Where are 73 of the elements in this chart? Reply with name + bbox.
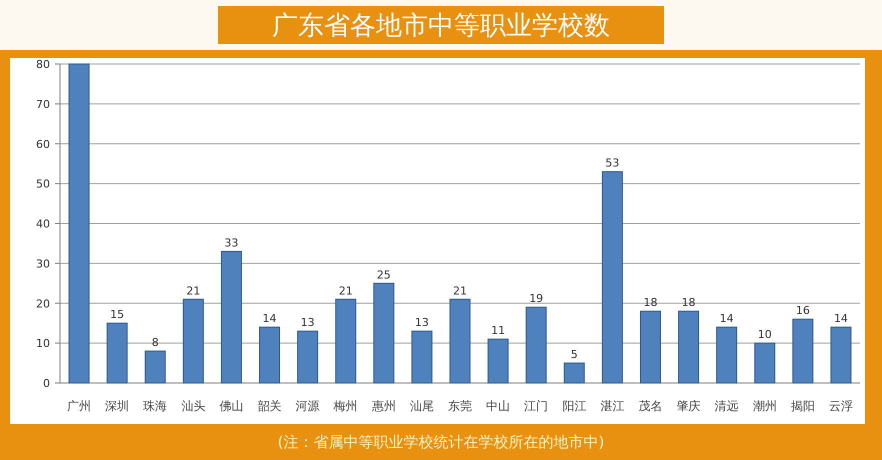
x-tick-label: 茂名 [638,399,662,413]
x-tick-label: 肇庆 [676,399,701,413]
chart-title: 广东省各地市中等职业学校数 [272,11,610,41]
bar [678,310,700,384]
bar [411,330,432,384]
x-tick-label: 清远 [714,399,739,413]
x-tick-label: 汕头 [181,399,206,413]
bar [792,318,814,384]
x-tick-label: 珠海 [143,399,168,413]
bar [564,362,585,384]
y-tick-label: 40 [36,218,50,230]
x-tick-label: 东莞 [448,399,472,413]
data-label: 18 [682,296,696,310]
data-label: 14 [262,312,277,326]
data-label: 5 [570,348,578,362]
x-tick-label: 韶关 [258,399,282,413]
y-tick-label: 30 [36,257,50,270]
data-label: 13 [300,316,315,330]
bar [602,171,623,384]
data-label: 21 [186,284,200,298]
y-tick-label: 10 [36,337,50,350]
y-tick-label: 70 [36,98,50,111]
data-label: 18 [643,296,658,310]
x-tick-label: 云浮 [828,399,853,413]
x-tick-label: 中山 [486,399,510,413]
x-tick-label: 潮州 [752,399,777,413]
y-tick-label: 50 [36,178,50,191]
data-label: 21 [453,284,467,298]
bar [488,338,509,384]
data-label: 25 [376,268,391,282]
bar [182,298,204,384]
data-label: 13 [414,316,429,330]
x-tick-label: 汕尾 [410,399,434,413]
bar [220,250,242,384]
data-label: 14 [720,312,734,326]
bar [373,282,394,384]
x-tick-label: 佛山 [219,399,244,413]
data-label: 15 [110,308,124,322]
bar [335,298,356,384]
y-tick-label: 60 [36,138,50,151]
data-label: 33 [224,236,238,250]
bar [640,310,661,384]
bar [450,298,470,384]
data-label: 8 [152,336,159,350]
y-tick-label: 80 [36,58,50,71]
x-tick-label: 惠州 [370,399,396,413]
x-tick-label: 梅州 [332,399,358,413]
bar [259,326,280,384]
data-label: 10 [758,328,772,342]
x-tick-label: 江门 [524,399,548,413]
x-tick-label: 揭阳 [790,399,815,413]
x-tick-label: 阳江 [562,399,586,413]
y-tick-label: 0 [43,377,50,390]
x-tick-label: 广州 [67,399,92,413]
data-label: 21 [338,284,353,298]
x-tick-label: 河源 [296,399,320,413]
bar [526,306,547,384]
x-tick-label: 深圳 [105,399,130,413]
bar [106,322,128,384]
y-tick-label: 20 [36,297,50,310]
data-label: 11 [491,324,506,338]
bar [68,64,90,384]
bar [754,342,776,384]
data-label: 14 [834,312,848,326]
data-label: 16 [796,304,810,318]
data-label: 19 [529,292,544,306]
text: (注：省属中等职业学校统计在学校所在的地市中) [278,433,604,451]
x-tick-label: 湛江 [600,399,624,413]
data-label: 53 [605,156,620,170]
bar [297,330,318,384]
bar [716,326,738,384]
bar [144,350,166,384]
bar [830,326,852,384]
